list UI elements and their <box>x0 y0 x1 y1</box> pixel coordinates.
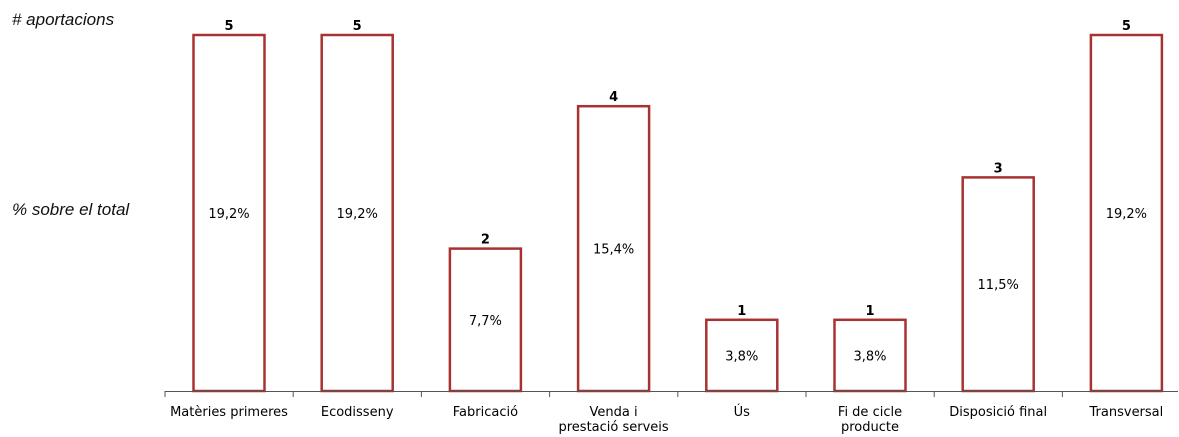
count-data-label: 3 <box>994 161 1003 176</box>
count-data-label: 5 <box>1122 19 1131 34</box>
percent-data-label: 19,2% <box>1106 207 1147 222</box>
count-data-label: 5 <box>224 19 233 34</box>
percent-data-label: 7,7% <box>469 314 502 329</box>
category-tick-label: Ús <box>734 404 751 420</box>
percent-axis-label: % sobre el total <box>12 200 130 219</box>
count-data-label: 1 <box>737 304 746 319</box>
bar <box>192 33 266 393</box>
percent-data-label: 19,2% <box>208 207 249 222</box>
category-tick-label: Transversal <box>1089 405 1164 420</box>
category-tick-label: Matèries primeres <box>170 405 288 420</box>
bar <box>576 104 651 393</box>
percent-data-label: 15,4% <box>593 243 634 258</box>
percent-data-label: 3,8% <box>725 349 758 364</box>
category-tick-label: Venda i prestació serveis <box>559 405 669 435</box>
category-tick-label: Ecodisseny <box>321 405 394 420</box>
percent-data-label: 19,2% <box>337 207 378 222</box>
count-axis-label: # aportacions <box>12 10 115 29</box>
count-data-label: 4 <box>609 90 618 105</box>
count-data-label: 5 <box>353 19 362 34</box>
bar <box>320 33 394 393</box>
count-data-label: 1 <box>865 304 874 319</box>
category-tick-label: Fi de cicle producte <box>838 405 902 435</box>
bar <box>448 247 523 393</box>
percent-data-label: 3,8% <box>853 349 886 364</box>
category-tick-label: Disposició final <box>949 405 1047 420</box>
count-data-label: 2 <box>481 233 490 248</box>
category-tick-label: Fabricació <box>453 405 518 420</box>
percent-data-label: 11,5% <box>978 278 1019 293</box>
bar <box>833 318 907 393</box>
